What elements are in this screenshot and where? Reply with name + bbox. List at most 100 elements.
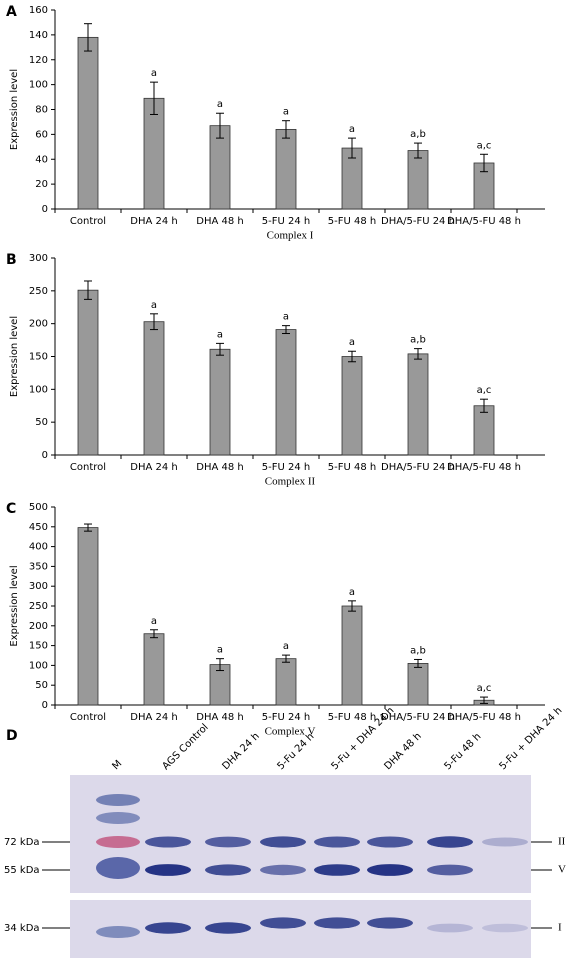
y-tick-label: 0 — [42, 450, 48, 461]
sample-band — [260, 864, 306, 876]
bar — [407, 353, 429, 456]
annotation: a — [349, 337, 355, 348]
panel-letter: B — [6, 252, 17, 268]
y-tick-label: 150 — [29, 352, 48, 363]
annotation: a — [283, 312, 289, 323]
complex-label: II — [558, 836, 566, 848]
y-tick-label: 160 — [29, 5, 48, 16]
annotation: a — [217, 99, 223, 110]
ladder-band — [96, 812, 140, 824]
annotation: a,b — [410, 645, 426, 656]
y-tick-label: 60 — [35, 129, 48, 140]
x-tick-label: DHA 24 h — [130, 462, 177, 473]
panel-letter: C — [6, 501, 16, 517]
sample-band — [145, 922, 191, 934]
x-axis-title: Complex II — [265, 476, 316, 488]
annotation: a,c — [477, 140, 492, 151]
y-tick-label: 40 — [35, 154, 48, 165]
bar — [275, 658, 297, 706]
marker-label: 34 kDa — [4, 923, 40, 934]
y-tick-label: 200 — [29, 621, 48, 632]
x-tick-label: DHA/5-FU 48 h — [447, 462, 521, 473]
annotation: a — [349, 587, 355, 598]
x-tick-label: DHA/5-FU 24 h — [381, 216, 455, 227]
bar — [143, 633, 165, 706]
sample-band — [145, 836, 191, 848]
ladder-band — [96, 836, 140, 848]
x-tick-label: Control — [70, 462, 106, 473]
sample-band — [314, 836, 360, 848]
annotation: a — [283, 107, 289, 118]
bar — [77, 527, 99, 706]
x-tick-label: 5-FU 48 h — [328, 712, 376, 723]
x-tick-label: DHA/5-FU 24 h — [381, 712, 455, 723]
y-tick-label: 50 — [35, 417, 48, 428]
sample-band — [482, 837, 528, 847]
annotation: a — [151, 300, 157, 311]
y-tick-label: 200 — [29, 319, 48, 330]
x-tick-label: 5-FU 24 h — [262, 712, 310, 723]
sample-band — [314, 917, 360, 929]
lane-label: DHA 24 h — [220, 731, 261, 772]
x-tick-label: Control — [70, 712, 106, 723]
annotation: a — [283, 641, 289, 652]
x-tick-label: 5-FU 48 h — [328, 462, 376, 473]
bar — [209, 348, 231, 456]
sample-band — [260, 836, 306, 848]
y-tick-label: 450 — [29, 522, 48, 533]
y-tick-label: 300 — [29, 581, 48, 592]
panel-letter: A — [6, 4, 17, 20]
sample-band — [427, 864, 473, 876]
complex-label: I — [558, 922, 562, 934]
annotation: a — [217, 645, 223, 656]
bar — [275, 128, 297, 210]
x-tick-label: DHA/5-FU 24 h — [381, 462, 455, 473]
y-tick-label: 400 — [29, 542, 48, 553]
lane-label: M — [110, 758, 124, 772]
lane-label: DHA 48 h — [382, 731, 423, 772]
annotation: a — [151, 68, 157, 79]
x-tick-label: DHA/5-FU 48 h — [447, 712, 521, 723]
y-axis-title: Expression level — [9, 316, 20, 397]
x-tick-label: DHA 48 h — [196, 712, 243, 723]
y-tick-label: 100 — [29, 384, 48, 395]
y-tick-label: 0 — [42, 700, 48, 711]
complex-label: V — [558, 864, 566, 876]
sample-band — [367, 836, 413, 848]
bar — [275, 329, 297, 456]
y-tick-label: 150 — [29, 641, 48, 652]
x-tick-label: DHA 48 h — [196, 216, 243, 227]
y-tick-label: 50 — [35, 680, 48, 691]
y-tick-label: 250 — [29, 286, 48, 297]
ladder-band — [96, 926, 140, 938]
bar — [473, 405, 495, 456]
y-tick-label: 500 — [29, 502, 48, 513]
y-tick-label: 250 — [29, 601, 48, 612]
x-tick-label: DHA/5-FU 48 h — [447, 216, 521, 227]
bar — [407, 150, 429, 210]
annotation: a — [349, 124, 355, 135]
y-tick-label: 140 — [29, 30, 48, 41]
y-tick-label: 100 — [29, 660, 48, 671]
sample-band — [314, 864, 360, 876]
annotation: a — [217, 329, 223, 340]
x-tick-label: DHA 24 h — [130, 712, 177, 723]
x-tick-label: 5-FU 24 h — [262, 462, 310, 473]
sample-band — [205, 922, 251, 934]
lane-label: 5-Fu 48 h — [442, 731, 483, 772]
bar — [341, 356, 363, 456]
sample-band — [145, 864, 191, 876]
sample-band — [205, 864, 251, 876]
sample-band — [367, 917, 413, 929]
bar — [143, 321, 165, 456]
bar — [407, 663, 429, 706]
marker-label: 55 kDa — [4, 865, 40, 876]
annotation: a,b — [410, 129, 426, 140]
lane-label: AGS Control — [160, 722, 210, 772]
y-tick-label: 80 — [35, 105, 48, 116]
y-tick-label: 300 — [29, 253, 48, 264]
ladder-band — [96, 857, 140, 879]
panel-letter: D — [6, 728, 18, 744]
y-tick-label: 350 — [29, 561, 48, 572]
